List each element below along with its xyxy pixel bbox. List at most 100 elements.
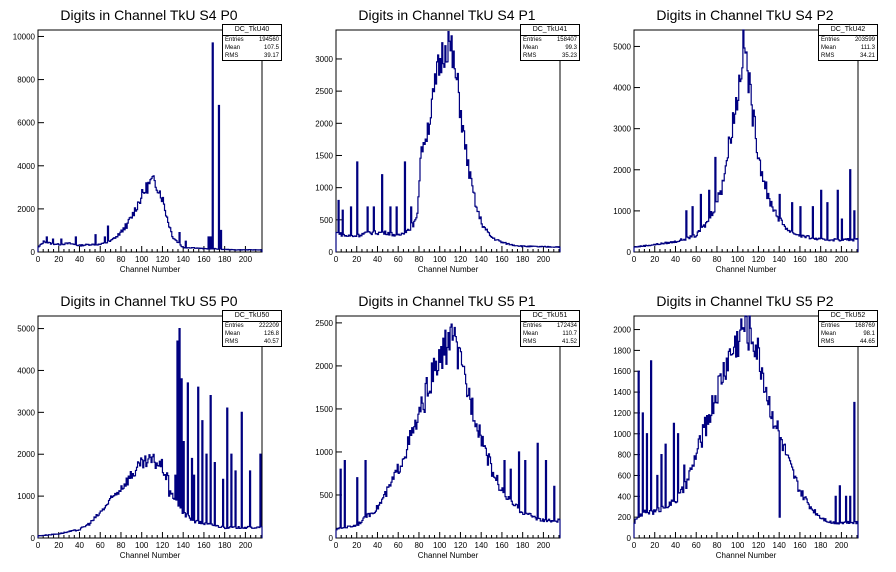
x-tick-label: 0 xyxy=(36,541,41,550)
y-tick-label: 200 xyxy=(618,513,632,522)
x-tick-label: 100 xyxy=(135,255,149,264)
stats-name: DC_TkU40 xyxy=(223,25,281,36)
y-tick-label: 0 xyxy=(627,534,632,543)
x-tick-label: 20 xyxy=(352,255,361,264)
plot-frame xyxy=(37,315,263,539)
stats-label: Entries xyxy=(821,37,840,43)
x-tick-label: 160 xyxy=(495,541,509,550)
y-tick-label: 1400 xyxy=(613,388,631,397)
x-tick-label: 200 xyxy=(835,541,849,550)
x-tick-label: 20 xyxy=(352,541,361,550)
x-tick-label: 120 xyxy=(752,255,766,264)
stats-box: DC_TkU42 Entries 203599 Mean 111.3 RMS 34.21 xyxy=(818,24,878,61)
x-tick-label: 160 xyxy=(197,255,211,264)
stats-value: 41.52 xyxy=(561,339,577,345)
x-tick-label: 160 xyxy=(495,255,509,264)
x-tick-label: 120 xyxy=(156,255,170,264)
stats-value: 34.21 xyxy=(859,53,875,59)
x-tick-label: 0 xyxy=(334,541,339,550)
stats-value: 44.65 xyxy=(859,339,875,345)
y-tick-label: 1000 xyxy=(315,184,333,193)
chart-title: Digits in Channel TkU S5 P1 xyxy=(358,293,535,309)
y-tick-label: 600 xyxy=(618,471,632,480)
y-tick-label: 0 xyxy=(31,248,36,257)
y-tick-label: 500 xyxy=(320,216,334,225)
y-tick-label: 2500 xyxy=(315,87,333,96)
x-tick-label: 200 xyxy=(835,255,849,264)
stats-row: Entries 222209 xyxy=(223,322,281,330)
x-tick-label: 120 xyxy=(752,541,766,550)
x-tick-label: 200 xyxy=(537,541,551,550)
stats-label: RMS xyxy=(225,53,239,59)
stats-box: DC_TkU41 Entries 158407 Mean 99.3 RMS 35.23 xyxy=(520,24,580,61)
x-tick-label: 180 xyxy=(814,255,828,264)
stats-row: RMS 34.21 xyxy=(819,52,877,60)
histogram-panel: Digits in Channel TkU S4 P1 0 500 1000 1500 2… xyxy=(298,0,596,286)
x-tick-label: 200 xyxy=(537,255,551,264)
y-tick-label: 5000 xyxy=(613,42,631,51)
stats-value: 107.5 xyxy=(263,45,279,51)
y-tick-label: 0 xyxy=(329,248,334,257)
x-tick-label: 0 xyxy=(334,255,339,264)
y-tick-label: 500 xyxy=(320,491,334,500)
x-tick-label: 140 xyxy=(773,541,787,550)
stats-value: 39.17 xyxy=(263,53,279,59)
x-tick-label: 140 xyxy=(475,255,489,264)
x-tick-label: 100 xyxy=(731,541,745,550)
x-tick-label: 200 xyxy=(239,541,253,550)
stats-value: 172434 xyxy=(556,323,577,329)
stats-row: RMS 40.57 xyxy=(223,338,281,346)
y-tick-label: 2000 xyxy=(613,326,631,335)
x-tick-label: 80 xyxy=(415,255,424,264)
chart-title: Digits in Channel TkU S4 P0 xyxy=(60,7,237,23)
stats-label: Mean xyxy=(225,331,241,337)
histogram-line xyxy=(633,29,859,252)
stats-value: 168769 xyxy=(854,323,875,329)
stats-label: Mean xyxy=(225,45,241,51)
stats-row: Mean 107.5 xyxy=(223,44,281,52)
x-axis-label: Channel Number xyxy=(716,265,777,274)
stats-name: DC_TkU52 xyxy=(819,311,877,322)
x-tick-label: 40 xyxy=(75,541,84,550)
x-tick-label: 120 xyxy=(156,541,170,550)
chart-title: Digits in Channel TkU S5 P2 xyxy=(656,293,833,309)
chart-title: Digits in Channel TkU S5 P0 xyxy=(60,293,237,309)
stats-row: RMS 39.17 xyxy=(223,52,281,60)
x-tick-label: 20 xyxy=(650,255,659,264)
x-axis-label: Channel Number xyxy=(418,265,479,274)
stats-value: 158407 xyxy=(556,37,577,43)
x-tick-label: 20 xyxy=(54,541,63,550)
stats-label: RMS xyxy=(821,53,835,59)
y-tick-label: 6000 xyxy=(17,119,35,128)
stats-box: DC_TkU51 Entries 172434 Mean 110.7 RMS 41.52 xyxy=(520,310,580,347)
stats-row: Entries 194560 xyxy=(223,36,281,44)
stats-name: DC_TkU41 xyxy=(521,25,579,36)
stats-value: 194560 xyxy=(258,37,279,43)
x-tick-label: 60 xyxy=(96,541,105,550)
plot-frame xyxy=(633,315,859,539)
x-tick-label: 120 xyxy=(454,255,468,264)
x-tick-label: 0 xyxy=(36,255,41,264)
x-tick-label: 140 xyxy=(773,255,787,264)
stats-row: Entries 158407 xyxy=(521,36,579,44)
y-tick-label: 0 xyxy=(31,534,36,543)
x-axis-label: Channel Number xyxy=(418,551,479,560)
stats-row: Mean 98.1 xyxy=(819,330,877,338)
stats-name: DC_TkU42 xyxy=(819,25,877,36)
stats-value: 99.3 xyxy=(565,45,577,51)
stats-row: RMS 44.65 xyxy=(819,338,877,346)
y-tick-label: 10000 xyxy=(13,32,36,41)
stats-label: RMS xyxy=(821,339,835,345)
chart-title: Digits in Channel TkU S4 P2 xyxy=(656,7,833,23)
x-tick-label: 40 xyxy=(373,255,382,264)
stats-label: Mean xyxy=(523,45,539,51)
plot-frame xyxy=(37,29,263,253)
x-tick-label: 40 xyxy=(671,541,680,550)
y-tick-label: 1000 xyxy=(613,430,631,439)
stats-box: DC_TkU40 Entries 194560 Mean 107.5 RMS 39.17 xyxy=(222,24,282,61)
x-tick-label: 60 xyxy=(692,255,701,264)
y-tick-label: 1000 xyxy=(17,492,35,501)
stats-label: Entries xyxy=(821,323,840,329)
x-tick-label: 160 xyxy=(793,541,807,550)
histogram-panel: Digits in Channel TkU S4 P0 0 2000 4000 6000… xyxy=(0,0,298,286)
